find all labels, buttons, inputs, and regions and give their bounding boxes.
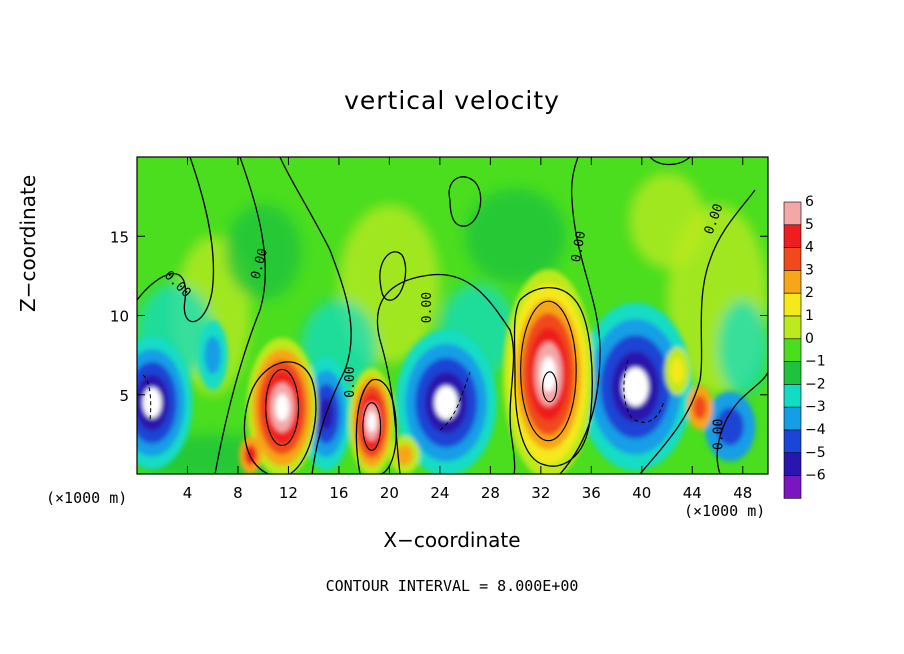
contour-label: 0.00 xyxy=(343,366,358,397)
x-tick-label: 16 xyxy=(329,484,348,502)
x-tick-label: 24 xyxy=(430,484,449,502)
contour-line xyxy=(513,287,593,467)
contour-line xyxy=(649,157,691,166)
x-unit-label-left: (×1000 m) xyxy=(46,489,128,507)
contour-line-negative xyxy=(142,374,152,421)
contour-line xyxy=(355,379,397,474)
contour-line xyxy=(520,300,577,442)
colorbar-swatch xyxy=(783,361,802,385)
colorbar-label: 2 xyxy=(805,285,814,301)
x-tick-label: 48 xyxy=(733,484,752,502)
x-tick-label: 12 xyxy=(279,484,298,502)
x-axis-label: X−coordinate xyxy=(383,528,521,552)
colorbar-label: 3 xyxy=(805,262,814,278)
contour-line-negative xyxy=(623,359,665,423)
colorbar-swatch xyxy=(783,270,802,294)
colorbar-label: 1 xyxy=(805,308,814,324)
x-tick-label: 32 xyxy=(531,484,550,502)
colorbar-swatch xyxy=(783,384,802,408)
contour-line xyxy=(716,371,768,474)
contour-line-negative xyxy=(439,371,471,431)
colorbar-swatch xyxy=(783,429,802,454)
contour-label: 0.00 xyxy=(420,292,435,323)
colorbar-label: −2 xyxy=(805,376,826,392)
contour-line xyxy=(379,251,407,301)
colorbar-swatch xyxy=(783,201,802,226)
x-tick-label: 4 xyxy=(183,484,193,502)
contour-line xyxy=(265,368,300,447)
contour-line xyxy=(376,273,516,474)
colorbar-swatch xyxy=(783,292,802,317)
x-tick-label: 44 xyxy=(683,484,702,502)
colorbar-swatch xyxy=(783,247,802,271)
contour-label: 0.00 xyxy=(712,419,727,450)
colorbar-swatch xyxy=(783,315,802,340)
colorbar-swatch xyxy=(783,224,802,248)
colorbar-label: −1 xyxy=(805,354,826,370)
y-tick-label: 15 xyxy=(110,228,129,246)
x-tick-label: 40 xyxy=(632,484,651,502)
contour-line xyxy=(448,176,482,227)
x-tick-label: 8 xyxy=(233,484,243,502)
colorbar: 6 5 4 3 2 1 0 −1 −2 −3 −4 −5 −6 xyxy=(783,194,826,499)
contour-label: 0.00 xyxy=(569,230,589,263)
colorbar-label: −4 xyxy=(805,422,826,438)
colorbar-swatch xyxy=(783,475,802,499)
colorbar-label: −3 xyxy=(805,399,826,415)
contour-line xyxy=(362,402,382,451)
y-tick-label: 10 xyxy=(110,308,129,326)
colorbar-label: −5 xyxy=(805,445,826,461)
colorbar-label: 4 xyxy=(805,240,814,256)
chart-title: vertical velocity xyxy=(344,86,560,115)
colorbar-label: 5 xyxy=(805,217,814,233)
x-tick-label: 36 xyxy=(582,484,601,502)
y-axis-label: Z−coordinate xyxy=(16,174,40,312)
colorbar-swatch xyxy=(783,452,802,476)
contour-line xyxy=(639,189,756,474)
x-tick-label: 28 xyxy=(481,484,500,502)
colorbar-swatch xyxy=(783,406,802,431)
x-tick-label: 20 xyxy=(380,484,399,502)
velocity-field xyxy=(137,157,768,474)
contour-interval-note: CONTOUR INTERVAL = 8.000E+00 xyxy=(325,577,579,595)
contour-line xyxy=(279,157,352,474)
y-tick-label: 5 xyxy=(119,387,129,405)
contour-line xyxy=(243,361,317,474)
colorbar-label: 0 xyxy=(805,331,814,347)
contour-line xyxy=(542,371,558,403)
colorbar-label: 6 xyxy=(805,194,814,210)
colorbar-label: −6 xyxy=(805,468,826,484)
x-unit-label-right: (×1000 m) xyxy=(684,502,766,520)
contour-line xyxy=(137,157,215,323)
colorbar-swatch xyxy=(783,338,802,362)
contour-line xyxy=(214,157,266,474)
